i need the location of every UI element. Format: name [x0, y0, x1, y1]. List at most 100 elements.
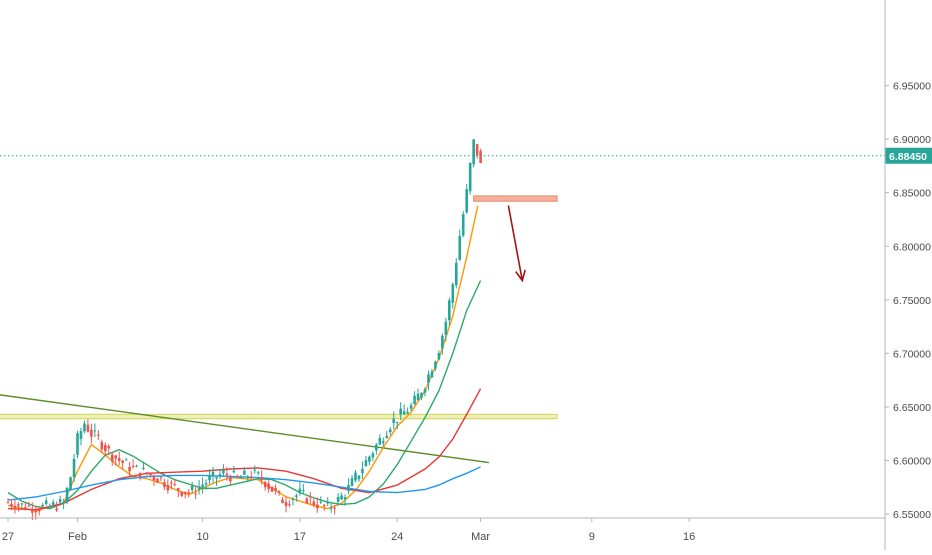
candle-body — [461, 214, 465, 236]
y-tick-label: 6.90000 — [893, 134, 931, 146]
candle-body — [44, 500, 48, 504]
candle-body — [121, 460, 124, 463]
candle-body — [225, 473, 229, 476]
annotations-back — [0, 394, 558, 464]
y-tick-label: 6.80000 — [893, 241, 931, 253]
candle-body — [430, 371, 434, 378]
candle-body — [159, 477, 163, 479]
candle-body — [305, 498, 309, 504]
candle-body — [156, 478, 159, 483]
y-tick-label: 6.70000 — [893, 348, 931, 360]
candle-body — [291, 498, 295, 501]
x-tick-label: 27 — [2, 531, 14, 543]
annotations-front: 6.88450 — [0, 147, 932, 283]
candle-body — [194, 493, 197, 495]
candle-body — [97, 434, 100, 436]
candle-body — [333, 507, 336, 509]
candle-body — [83, 423, 86, 432]
candle-body — [145, 472, 149, 474]
candle-body — [263, 481, 267, 488]
candle-body — [451, 284, 455, 303]
candle-body — [448, 300, 451, 321]
x-tick-label: 17 — [294, 531, 306, 543]
candle-body — [51, 502, 55, 505]
candle-body — [302, 490, 305, 492]
candle-body — [472, 139, 475, 165]
candle-body — [62, 501, 65, 504]
candle-body — [65, 487, 69, 503]
candle-body — [295, 495, 298, 497]
candle-body — [350, 478, 354, 486]
candle-body — [55, 508, 58, 511]
candle-body — [201, 484, 204, 487]
candle-body — [361, 468, 364, 474]
candle-body — [409, 405, 413, 409]
candle-body — [190, 485, 194, 490]
candle-body — [322, 504, 326, 506]
candle-body — [24, 507, 27, 510]
x-tick-label: 24 — [391, 531, 403, 543]
candle-body — [347, 485, 350, 491]
candle-body — [128, 466, 131, 472]
candle-body — [114, 455, 118, 459]
x-tick-label: Mar — [471, 531, 490, 543]
candle-body — [117, 458, 121, 462]
candle-body — [277, 491, 281, 493]
ma_fast-line — [7, 205, 479, 512]
candle-body — [357, 475, 361, 480]
moving-averages — [7, 205, 482, 512]
candle-body — [76, 433, 79, 455]
sell-zone — [473, 195, 558, 202]
candle-body — [270, 486, 274, 492]
candle-body — [170, 482, 173, 484]
candle-body — [232, 470, 236, 473]
candle-body — [6, 502, 10, 504]
y-tick-label: 6.65000 — [893, 402, 931, 414]
candle-body — [309, 496, 312, 498]
candle-body — [107, 446, 111, 449]
candle-body — [298, 488, 302, 493]
candle-body — [416, 393, 420, 401]
candle-body — [34, 509, 38, 513]
candle-body — [399, 408, 402, 415]
candle-body — [274, 487, 277, 491]
candle-body — [243, 470, 246, 475]
candle-body — [246, 476, 250, 478]
candle-body — [288, 504, 291, 506]
ma_mid-line — [7, 280, 482, 510]
candle-body — [110, 454, 114, 462]
candle-body — [93, 430, 97, 432]
candle-body — [444, 321, 448, 335]
y-tick-label: 6.60000 — [893, 455, 931, 467]
candle-body — [315, 504, 319, 509]
candle-body — [256, 472, 260, 474]
candle-body — [79, 431, 83, 440]
candle-body — [458, 236, 462, 260]
candle-body — [236, 475, 239, 477]
candle-body — [166, 485, 170, 491]
candle-body — [211, 471, 215, 477]
candle-body — [378, 438, 382, 445]
candle-body — [86, 424, 90, 432]
candle-body — [281, 499, 284, 504]
candle-body — [475, 144, 479, 156]
candle-body — [392, 418, 396, 423]
candle-body — [13, 505, 17, 510]
candles — [6, 138, 482, 521]
candle-body — [340, 495, 343, 500]
candle-body — [218, 474, 222, 477]
candle-body — [176, 488, 180, 491]
candle-body — [423, 389, 427, 393]
candle-body — [58, 499, 62, 503]
candle-body — [31, 509, 34, 513]
last-price-label: 6.88450 — [889, 151, 927, 163]
y-tick-label: 6.75000 — [893, 295, 931, 307]
candle-body — [427, 374, 430, 384]
candle-body — [364, 460, 368, 467]
ma_long-line — [7, 466, 481, 501]
y-tick-label: 6.55000 — [893, 509, 931, 521]
candle-body — [183, 491, 187, 495]
down-arrow-head — [515, 269, 526, 283]
